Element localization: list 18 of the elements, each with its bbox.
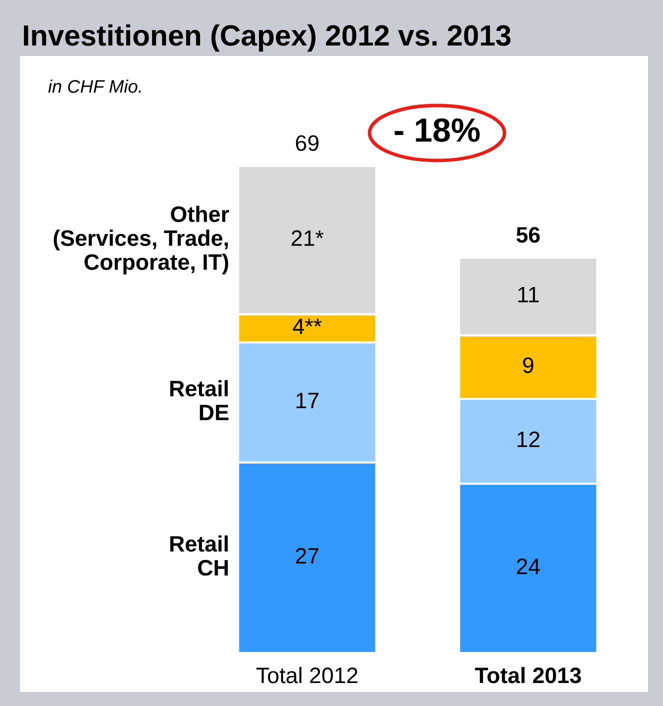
data-label: 17 (296, 392, 318, 408)
data-label: 27 (296, 548, 318, 564)
text: - 18% (394, 118, 480, 142)
data-label: 24 (516, 558, 540, 574)
total-label: 69 (296, 135, 318, 151)
series-label: Retail DE (170, 380, 228, 420)
data-label: 21* (292, 230, 324, 246)
series-label: Other (Services, Trade, Corporate, IT) (54, 206, 229, 274)
data-label: 12 (518, 431, 540, 447)
total-label: 56 (516, 226, 540, 243)
chart-title: Investitionen (Capex) 2012 vs. 2013 (24, 24, 511, 52)
data-label: 4** (292, 318, 322, 334)
text: in CHF Mio. (48, 80, 141, 93)
data-label: 9 (523, 357, 534, 374)
data-label: 11 (518, 286, 539, 302)
x-tick-label: Total 2012 (256, 666, 358, 684)
series-label: Retail CH (170, 535, 228, 576)
x-tick-label: Total 2013 (474, 666, 581, 684)
